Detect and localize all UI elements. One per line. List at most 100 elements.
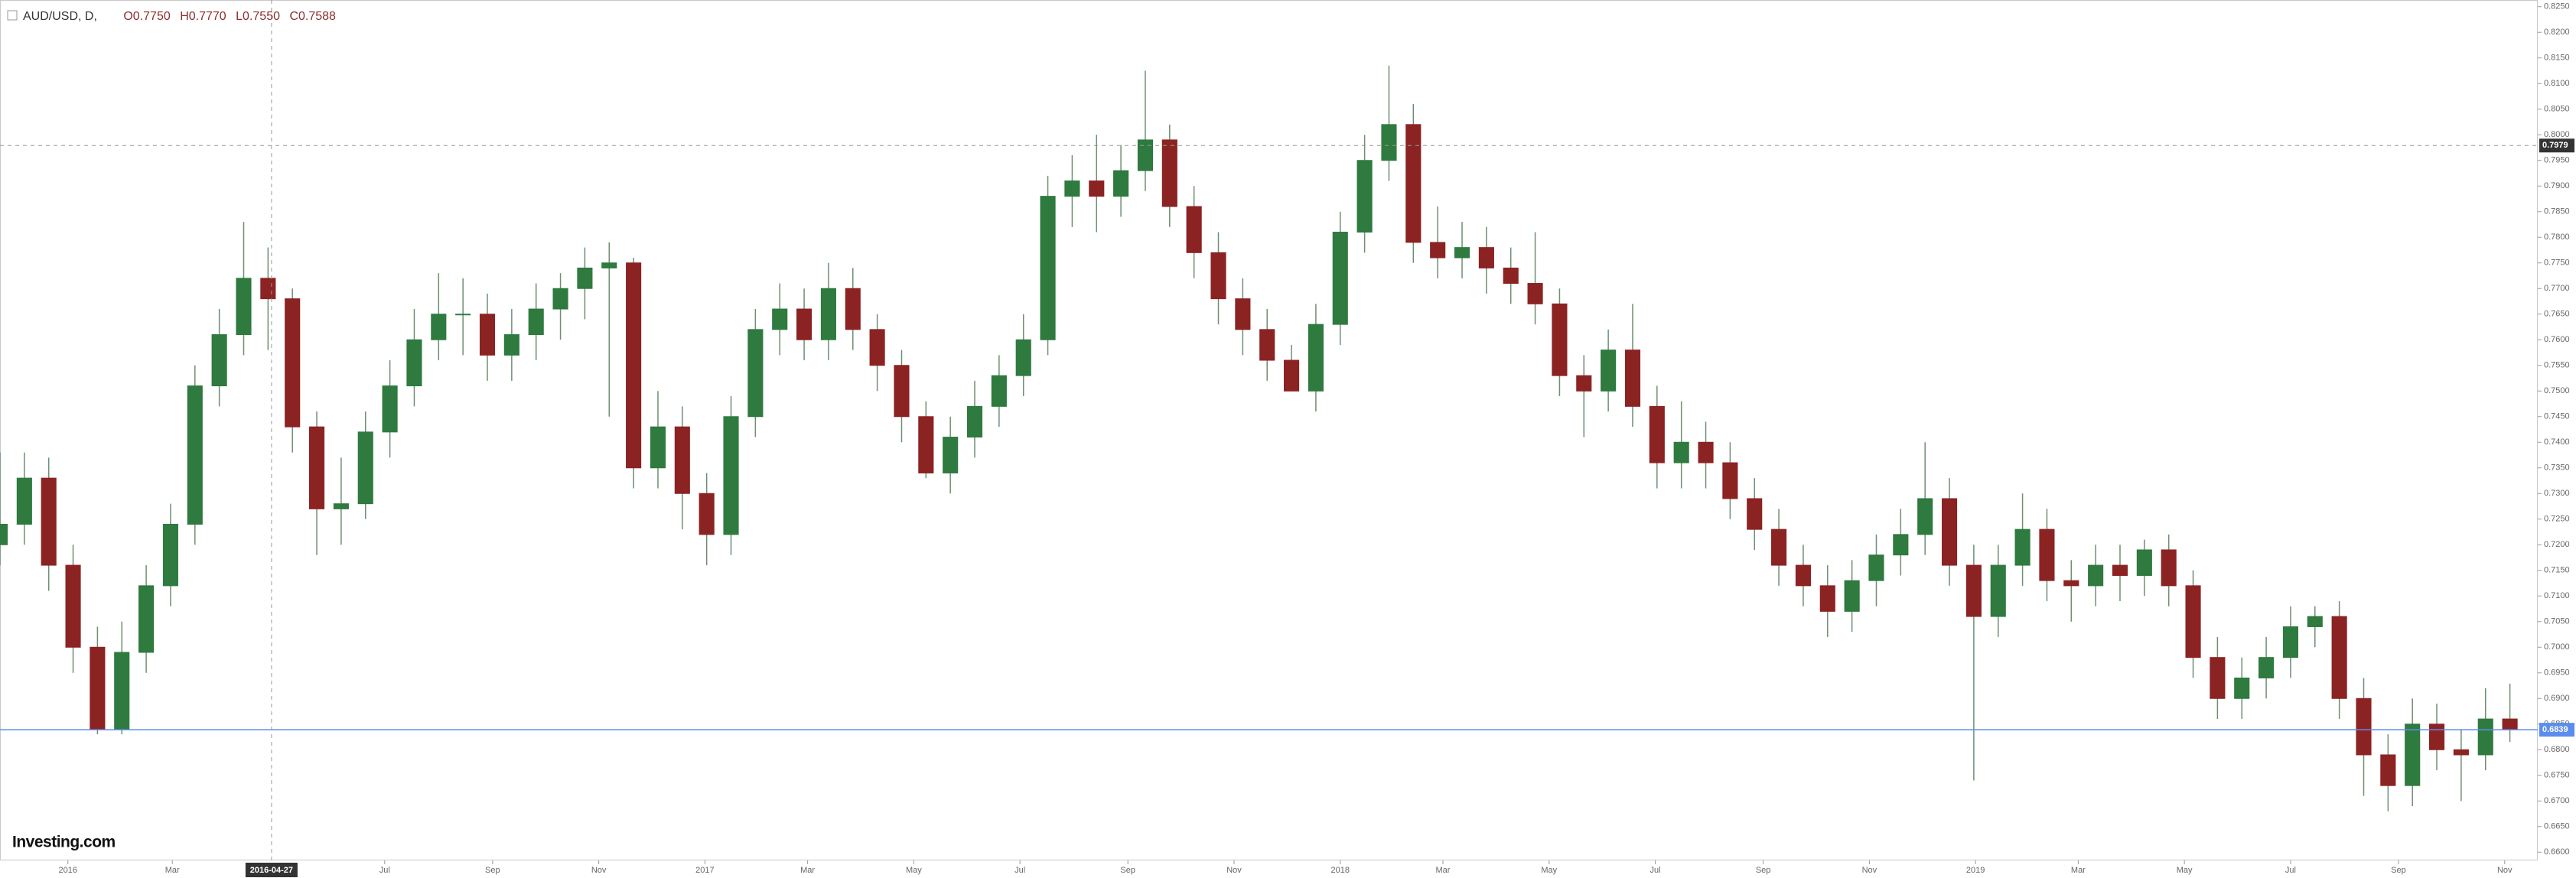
candle-body <box>674 426 690 494</box>
candle-body <box>2356 698 2372 756</box>
y-tick-label: 0.7550 <box>2544 361 2570 370</box>
candle-body <box>1576 375 1592 392</box>
x-tick-label: Mar <box>1436 866 1451 875</box>
candle-body <box>1332 232 1348 325</box>
candle-body <box>1405 124 1422 243</box>
candle-body <box>162 523 179 587</box>
candle-body <box>2282 626 2299 658</box>
candle-body <box>991 375 1007 407</box>
candle-body <box>894 365 910 418</box>
candle-body <box>1868 554 1884 581</box>
candle-body <box>1527 283 1543 304</box>
candle-body <box>1552 303 1568 376</box>
candle-body <box>2405 724 2421 786</box>
candle-body <box>1040 196 1056 340</box>
candle-body <box>1015 339 1031 376</box>
candle-body <box>1893 534 1909 556</box>
open-value: O0.7750 <box>123 10 170 23</box>
x-tick-label: 2018 <box>1331 866 1350 875</box>
candle-body <box>1454 247 1470 259</box>
y-tick-label: 0.7500 <box>2544 386 2570 395</box>
candle-body <box>1698 441 1714 463</box>
x-tick-label: 2017 <box>695 866 714 875</box>
y-tick-label: 0.7150 <box>2544 566 2570 575</box>
x-tick-label: Sep <box>2391 866 2406 875</box>
x-tick-label: Jul <box>379 866 390 875</box>
candle-body <box>1089 180 1105 197</box>
y-tick-label: 0.7450 <box>2544 412 2570 421</box>
crosshair-date-box <box>245 863 298 877</box>
candle-body <box>552 288 568 310</box>
y-tick-label: 0.7700 <box>2544 284 2570 293</box>
x-tick-label: 2016 <box>58 866 77 875</box>
candle-body <box>1819 585 1835 612</box>
candle-body <box>211 334 227 387</box>
candle-body <box>2477 718 2493 756</box>
crosshair-price-box <box>2539 138 2574 153</box>
candle-body <box>577 267 593 289</box>
x-tick-label: Nov <box>591 866 607 875</box>
y-tick-label: 0.8050 <box>2544 105 2570 114</box>
candle-body <box>943 437 959 473</box>
candle-body <box>650 426 666 469</box>
candle-body <box>2307 616 2323 627</box>
y-tick-label: 0.7650 <box>2544 310 2570 319</box>
candle-body <box>1844 580 1860 612</box>
x-tick-label: 2019 <box>1966 866 1985 875</box>
candle-body <box>820 288 836 340</box>
y-tick-label: 0.7050 <box>2544 617 2570 626</box>
candle-body <box>1161 139 1177 207</box>
candle-body <box>0 523 8 545</box>
candle-body <box>1259 329 1275 361</box>
candle-body <box>2502 718 2518 730</box>
candle-body <box>966 405 983 438</box>
candle-body <box>90 646 106 730</box>
collapse-icon[interactable] <box>7 10 18 21</box>
y-tick-label: 0.6800 <box>2544 745 2570 754</box>
candle-body <box>626 262 642 469</box>
x-tick-label: Sep <box>1120 866 1135 875</box>
candle-body <box>699 493 715 535</box>
candle-body <box>260 278 276 300</box>
plot-border <box>0 0 2538 860</box>
candle-body <box>309 426 325 509</box>
candle-body <box>2258 657 2275 678</box>
candle-body <box>2428 724 2445 750</box>
candle-body <box>528 308 544 336</box>
candle-body <box>601 262 617 268</box>
candle-body <box>16 477 32 525</box>
x-tick-label: Jul <box>1650 866 1661 875</box>
candle-body <box>2210 657 2226 699</box>
candle-body <box>138 585 155 653</box>
y-tick-label: 0.6600 <box>2544 847 2570 857</box>
x-tick-label: Nov <box>2497 866 2512 875</box>
x-tick-label: May <box>2177 866 2193 875</box>
x-tick-label: Mar <box>2071 866 2086 875</box>
candle-body <box>1478 247 1494 268</box>
candle-body <box>1990 564 2006 617</box>
candle-body <box>187 385 203 525</box>
candle-body <box>723 416 739 535</box>
candle-body <box>479 314 496 356</box>
candle-body <box>2234 677 2250 699</box>
y-tick-label: 0.7200 <box>2544 540 2570 549</box>
last-price-label: 0.6839 <box>2542 725 2568 734</box>
y-tick-label: 0.7850 <box>2544 207 2570 216</box>
crosshair-date-label: 2016-04-27 <box>250 866 293 875</box>
candle-body <box>333 503 349 509</box>
candle-body <box>285 298 301 428</box>
logo: Investing.com <box>12 834 116 851</box>
candle-body <box>1381 124 1397 161</box>
y-tick-label: 0.8200 <box>2544 28 2570 37</box>
y-tick-label: 0.7600 <box>2544 335 2570 344</box>
candle-body <box>406 339 422 387</box>
y-tick-label: 0.6750 <box>2544 771 2570 780</box>
candle-body <box>1649 405 1665 463</box>
candle-body <box>1747 498 1763 530</box>
y-tick-label: 0.7100 <box>2544 591 2570 600</box>
candle-body <box>2331 616 2347 699</box>
candle-body <box>2112 564 2128 576</box>
last-price-box <box>2539 723 2574 737</box>
x-tick-label: May <box>1541 866 1557 875</box>
candle-body <box>382 385 398 433</box>
